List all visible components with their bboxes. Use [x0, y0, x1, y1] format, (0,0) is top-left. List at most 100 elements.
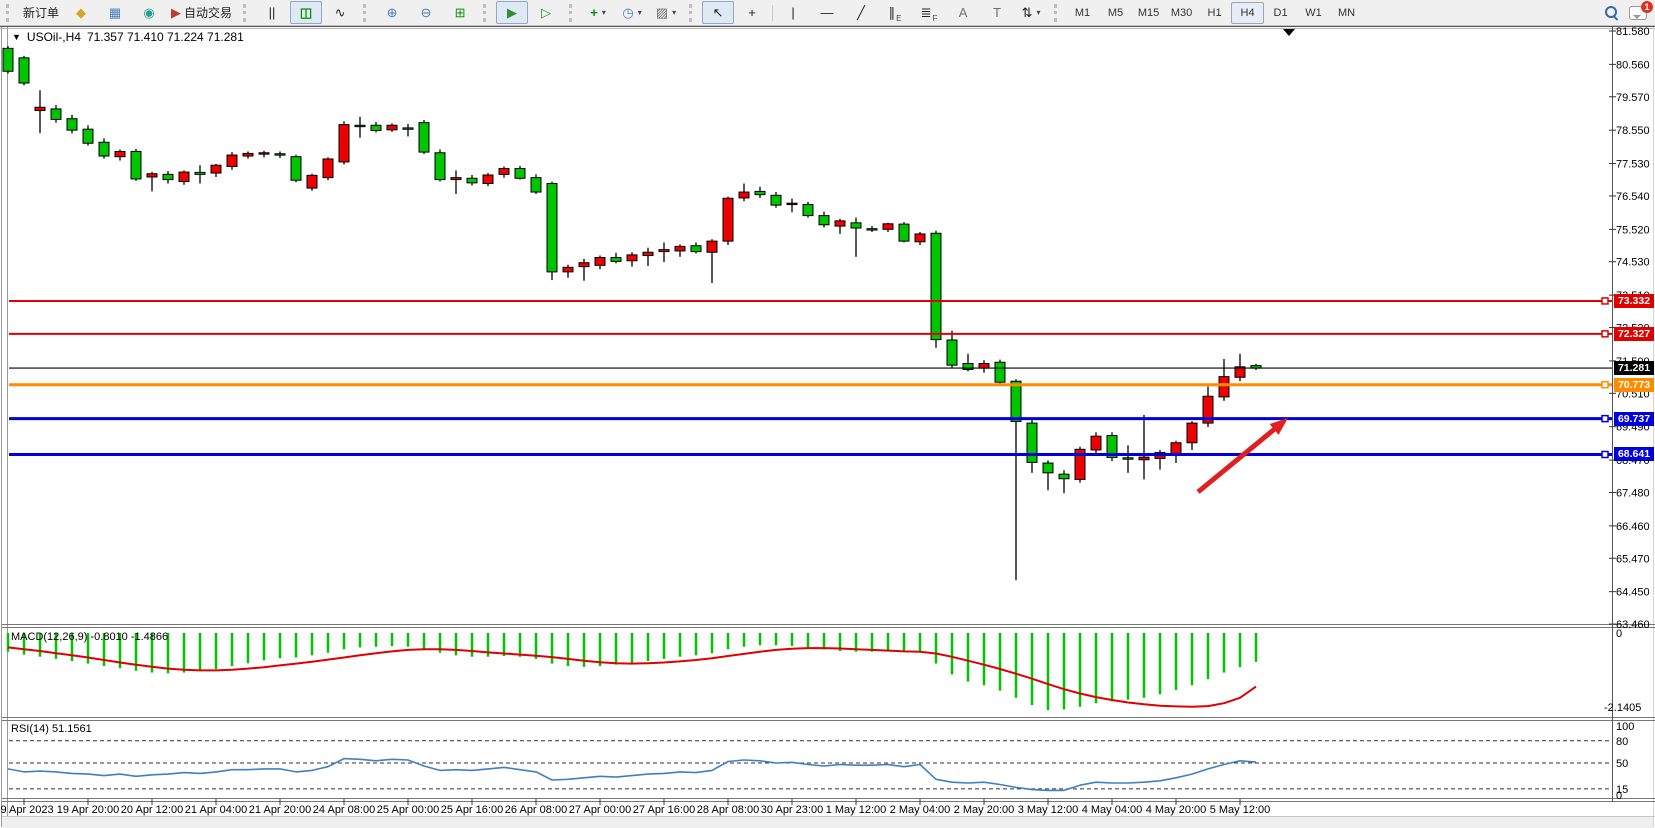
trendline-icon: ╱ — [857, 5, 865, 20]
svg-text:81.580: 81.580 — [1616, 26, 1650, 38]
cursor-button[interactable]: ↖ — [702, 1, 735, 24]
svg-text:75.520: 75.520 — [1616, 224, 1650, 236]
price-tag-orange-level: 70.773 — [1614, 377, 1654, 392]
toolbar-grip[interactable] — [689, 3, 697, 22]
tab-m1[interactable]: M1 — [1074, 6, 1091, 19]
tile-windows-button[interactable]: ⊞ — [444, 1, 476, 24]
svg-text:21 Apr 20:00: 21 Apr 20:00 — [249, 804, 311, 816]
autotrade-button[interactable]: ▶ 自动交易 — [171, 5, 233, 20]
trendline-button[interactable]: ╱ — [845, 1, 877, 24]
text-icon: A — [958, 5, 968, 20]
svg-text:63.460: 63.460 — [1616, 619, 1650, 631]
indicators-icon: + — [590, 5, 598, 20]
svg-text:0: 0 — [1616, 628, 1622, 640]
toolbar-separator — [772, 4, 774, 21]
toolbar-grip[interactable] — [243, 3, 251, 22]
svg-text:4 May 04:00: 4 May 04:00 — [1082, 804, 1143, 816]
autotrade-icon: ▶ — [171, 5, 182, 20]
toolbar-grip[interactable] — [569, 3, 577, 22]
macd-indicator-label: MACD(12,26,9) -0.8010 -1.4866 — [11, 631, 169, 643]
horizontal-line-button[interactable]: — — [811, 1, 843, 24]
vertical-line-button[interactable]: | — [777, 1, 809, 24]
toolbar-grip[interactable] — [483, 3, 491, 22]
search-icon[interactable] — [1605, 5, 1619, 21]
svg-text:21 Apr 04:00: 21 Apr 04:00 — [185, 804, 247, 816]
symbol-dropdown-icon[interactable]: ▼ — [12, 32, 21, 42]
tab-m15[interactable]: M15 — [1137, 6, 1160, 19]
price-tag-resistance-2: 72.327 — [1614, 326, 1654, 341]
templates-button[interactable]: ▨ ▾ — [650, 1, 682, 24]
candlestick-chart-button[interactable]: ◫ — [290, 1, 323, 24]
tab-d1[interactable]: D1 — [1273, 6, 1288, 19]
new-order-button[interactable]: 新订单 — [23, 6, 60, 20]
market-watch-button[interactable]: ◆ — [65, 1, 97, 24]
navigator-button[interactable]: ◉ — [133, 1, 165, 24]
zoom-out-button[interactable]: ⊖ — [410, 1, 442, 24]
chart-shift-button[interactable]: ▷ — [530, 1, 562, 24]
toolbar-grip[interactable] — [363, 3, 371, 22]
svg-text:25 Apr 00:00: 25 Apr 00:00 — [377, 804, 439, 816]
text-label-button[interactable]: T — [981, 1, 1013, 24]
svg-text:15: 15 — [1616, 784, 1628, 796]
svg-text:19 Apr 20:00: 19 Apr 20:00 — [57, 804, 119, 816]
tab-w1[interactable]: W1 — [1305, 6, 1322, 19]
candlestick-chart-icon: ◫ — [299, 5, 313, 20]
svg-text:67.480: 67.480 — [1616, 487, 1650, 499]
zoom-in-icon: ⊕ — [386, 5, 398, 20]
price-tag-support-1: 69.737 — [1614, 411, 1654, 426]
svg-text:2 May 20:00: 2 May 20:00 — [954, 804, 1015, 816]
price-tag-resistance-1: 73.332 — [1614, 293, 1654, 308]
chevron-down-icon: ▾ — [1036, 8, 1041, 17]
data-window-button[interactable]: ▦ — [99, 1, 131, 24]
text-label-icon: T — [993, 5, 1001, 20]
svg-text:65.470: 65.470 — [1616, 553, 1650, 565]
arrows-button[interactable]: ⇅ ▾ — [1015, 1, 1047, 24]
crosshair-button[interactable]: + — [736, 1, 768, 24]
svg-text:3 May 12:00: 3 May 12:00 — [1018, 804, 1079, 816]
auto-scroll-button[interactable]: ▶ — [496, 1, 529, 24]
svg-text:0: 0 — [1616, 790, 1622, 802]
vertical-line-icon: | — [791, 5, 795, 20]
periods-icon: ◷ — [622, 5, 634, 20]
svg-text:78.550: 78.550 — [1616, 125, 1650, 137]
tab-h1[interactable]: H1 — [1207, 6, 1222, 19]
tab-h4[interactable]: H4 — [1231, 1, 1265, 24]
rsi-indicator-label: RSI(14) 51.1561 — [11, 723, 92, 735]
data-window-icon: ▦ — [108, 5, 122, 20]
cursor-icon: ↖ — [712, 5, 724, 20]
symbol-period-label: USOil-,H4 — [26, 30, 81, 44]
svg-text:80: 80 — [1616, 736, 1628, 748]
zoom-in-button[interactable]: ⊕ — [376, 1, 408, 24]
fibonacci-button[interactable]: ≣ F — [920, 5, 938, 23]
line-chart-button[interactable]: ∿ — [324, 1, 356, 24]
channel-button[interactable]: ∥ E — [888, 5, 902, 23]
channel-icon: ∥ — [888, 5, 896, 20]
indicators-button[interactable]: + ▾ — [582, 1, 614, 24]
text-button[interactable]: A — [947, 1, 979, 24]
svg-text:20 Apr 12:00: 20 Apr 12:00 — [121, 804, 183, 816]
crosshair-icon: + — [748, 5, 756, 20]
line-chart-icon: ∿ — [334, 5, 346, 20]
horizontal-line-icon: — — [820, 5, 834, 20]
tab-m5[interactable]: M5 — [1107, 6, 1124, 19]
svg-text:19 Apr 2023: 19 Apr 2023 — [0, 804, 54, 816]
svg-text:1 May 12:00: 1 May 12:00 — [826, 804, 887, 816]
toolbar-grip[interactable] — [1054, 3, 1062, 22]
chevron-down-icon: ▾ — [601, 8, 606, 17]
svg-text:64.450: 64.450 — [1616, 587, 1650, 599]
chevron-down-icon: ▾ — [672, 8, 677, 17]
toolbar-grip[interactable] — [6, 3, 14, 22]
periods-button[interactable]: ◷ ▾ — [616, 1, 648, 24]
tab-m30[interactable]: M30 — [1170, 6, 1193, 19]
price-tag-support-2: 68.641 — [1614, 447, 1654, 462]
chevron-down-icon: ▾ — [637, 8, 642, 17]
ohlc-values: 71.357 71.410 71.224 71.281 — [86, 30, 244, 44]
tile-windows-icon: ⊞ — [454, 5, 466, 20]
tab-mn[interactable]: MN — [1337, 6, 1356, 19]
svg-text:5 May 12:00: 5 May 12:00 — [1210, 804, 1271, 816]
chat-icon[interactable]: 1 — [1629, 0, 1653, 20]
fibonacci-icon: ≣ — [920, 5, 932, 20]
bar-chart-button[interactable]: || — [256, 1, 288, 24]
market-watch-icon: ◆ — [76, 5, 87, 20]
